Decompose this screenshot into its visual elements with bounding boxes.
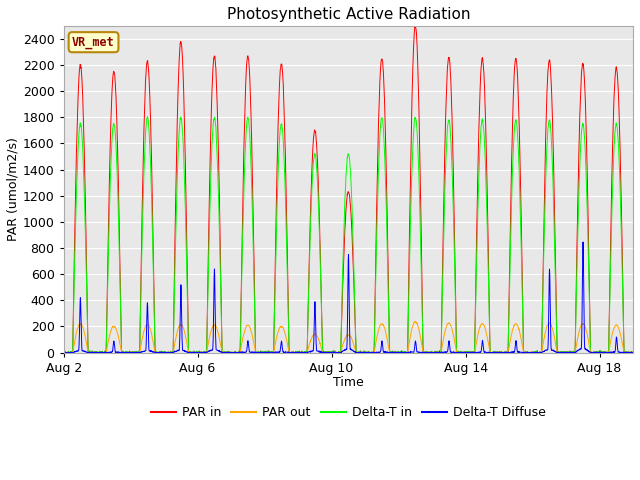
PAR in	[175, 55, 183, 60]
Line: PAR out: PAR out	[63, 322, 633, 352]
PAR out	[411, 319, 419, 324]
Delta-T Diffuse	[579, 239, 587, 245]
Delta-T Diffuse	[105, 349, 113, 355]
Line: Delta-T Diffuse: Delta-T Diffuse	[63, 242, 633, 352]
Legend: PAR in, PAR out, Delta-T in, Delta-T Diffuse: PAR in, PAR out, Delta-T in, Delta-T Dif…	[145, 401, 551, 424]
PAR in	[105, 220, 113, 226]
Delta-T in	[231, 349, 239, 355]
Delta-T in	[60, 349, 67, 355]
Delta-T in	[629, 349, 637, 355]
Delta-T in	[183, 274, 191, 279]
Delta-T Diffuse	[509, 349, 516, 355]
PAR in	[183, 237, 191, 242]
PAR out	[60, 349, 68, 355]
Delta-T in	[60, 349, 68, 355]
Delta-T Diffuse	[60, 349, 68, 355]
PAR in	[412, 23, 419, 29]
PAR in	[60, 349, 67, 355]
PAR out	[60, 349, 67, 355]
PAR out	[183, 340, 191, 346]
PAR in	[629, 349, 637, 355]
Delta-T in	[175, 124, 183, 130]
Delta-T Diffuse	[183, 349, 191, 355]
Y-axis label: PAR (umol/m2/s): PAR (umol/m2/s)	[7, 137, 20, 241]
PAR in	[231, 349, 239, 355]
Delta-T in	[509, 162, 516, 168]
Delta-T in	[373, 216, 381, 222]
PAR out	[373, 335, 381, 341]
PAR out	[231, 349, 239, 355]
Line: Delta-T in: Delta-T in	[63, 117, 633, 352]
PAR out	[629, 349, 637, 355]
Line: PAR in: PAR in	[63, 26, 633, 352]
Title: Photosynthetic Active Radiation: Photosynthetic Active Radiation	[227, 7, 470, 22]
PAR in	[60, 349, 68, 355]
Delta-T Diffuse	[231, 349, 239, 355]
X-axis label: Time: Time	[333, 376, 364, 389]
Delta-T Diffuse	[60, 349, 67, 355]
PAR out	[509, 327, 516, 333]
Delta-T in	[105, 244, 113, 250]
Text: VR_met: VR_met	[72, 36, 115, 48]
PAR in	[509, 112, 516, 118]
Delta-T Diffuse	[629, 349, 637, 355]
Delta-T in	[144, 114, 152, 120]
Delta-T Diffuse	[373, 349, 381, 355]
PAR out	[175, 323, 183, 329]
Delta-T Diffuse	[175, 347, 183, 352]
PAR in	[373, 197, 381, 203]
PAR out	[105, 338, 113, 344]
